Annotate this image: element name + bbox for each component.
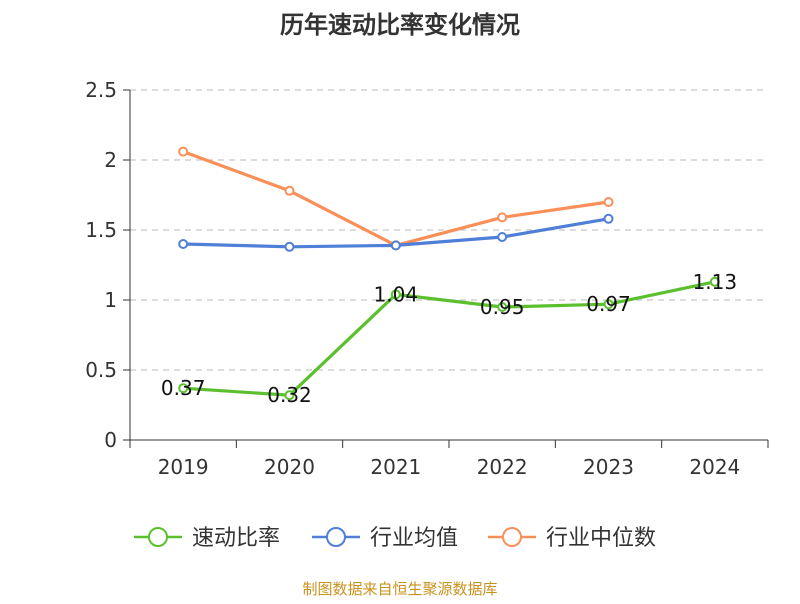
legend-item-2: 行业中位数 [488,526,656,551]
data-point [603,197,614,207]
legend-item-1: 行业均值 [312,526,458,551]
series-group: 0.37 0.32 1.04 0.95 0.97 1.13 [161,146,738,407]
y-tick-label: 0 [104,428,117,452]
legend: 速动比率 行业均值 行业中位数 [134,526,656,551]
data-point [178,383,189,394]
data-label: 0.37 [161,376,206,400]
data-point [284,185,295,196]
y-tick-label: 1.5 [85,218,117,242]
legend-marker [326,527,346,547]
data-label: 1.04 [374,282,419,306]
axes: 0 0.5 1 1.5 2 2.5 2019 2020 2021 2022 2023 2024 [85,78,769,479]
data-point [603,299,614,310]
data-point [284,241,295,252]
chart-title: 历年速动比率变化情况 [280,11,520,39]
data-label: 1.13 [693,270,738,294]
y-tick-label: 2 [104,148,117,172]
x-tick-label: 2020 [264,455,315,479]
data-point [178,146,189,157]
y-tick-label: 1 [104,288,117,312]
data-point [284,390,295,401]
y-tick-label: 2.5 [85,78,117,102]
x-tick-label: 2024 [689,455,740,479]
legend-item-0: 速动比率 [134,526,280,551]
data-label: 0.32 [267,383,312,407]
series-line-0 [181,280,717,397]
data-label: 0.95 [480,295,525,319]
data-point [390,289,401,300]
legend-marker [502,527,522,547]
x-tick-label: 2022 [477,455,528,479]
data-point [497,302,508,312]
x-tick-label: 2019 [158,455,209,479]
data-point [178,239,189,249]
source-note: 制图数据来自恒生聚源数据库 [302,580,497,598]
data-point [497,212,508,223]
x-tick-label: 2021 [370,455,421,479]
data-point [603,213,614,224]
data-point [390,240,401,251]
legend-label: 速动比率 [192,526,280,551]
data-label: 0.97 [586,292,631,316]
data-point [709,276,720,287]
data-point [497,232,508,242]
y-tick-label: 0.5 [85,358,117,382]
legend-label: 行业均值 [370,526,458,551]
legend-label: 行业中位数 [546,526,656,551]
legend-marker [148,527,168,547]
x-tick-label: 2023 [583,455,634,479]
